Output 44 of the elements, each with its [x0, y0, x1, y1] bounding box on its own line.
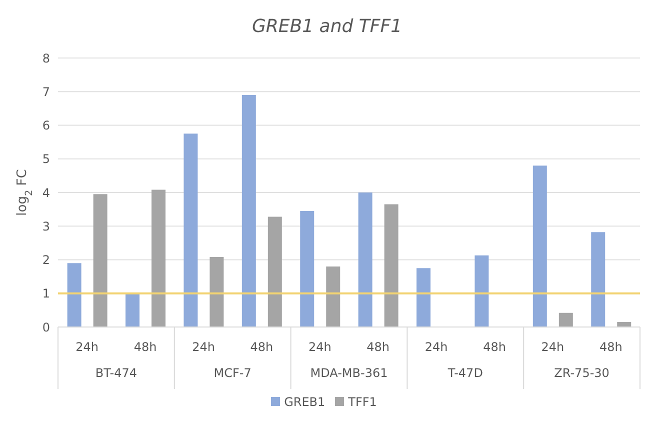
chart-title: GREB1 and TFF1 [250, 16, 404, 37]
x-tick-label: 48h [134, 340, 157, 354]
legend-label: TFF1 [348, 395, 377, 409]
x-tick-label: 24h [424, 340, 448, 354]
bar [126, 294, 140, 327]
x-tick-label: 24h [308, 340, 332, 354]
bar [184, 134, 198, 327]
x-tick-label: 24h [76, 340, 99, 354]
bar [384, 204, 398, 327]
bar [558, 312, 573, 327]
text: T-47D [446, 366, 483, 380]
text: MDA-MB-361 [310, 366, 388, 380]
y-tick-label: 3 [42, 219, 50, 234]
y-tick-label: 5 [42, 152, 50, 166]
y-tick-label: 6 [42, 118, 50, 133]
y-tick-label: 2 [42, 253, 50, 268]
text: MCF-7 [214, 366, 252, 380]
y-tick-label: 1 [42, 286, 50, 301]
x-tick-label: 48h [366, 340, 390, 354]
bar [152, 190, 166, 327]
bar [416, 268, 431, 327]
x-tick-label: 24h [541, 340, 564, 354]
bar [300, 210, 314, 327]
y-tick-label: 7 [42, 84, 50, 99]
bar [474, 255, 489, 327]
y-tick-label: 0 [42, 320, 50, 334]
bar [591, 232, 606, 327]
legend-label: GREB1 [284, 395, 326, 409]
bar [210, 257, 224, 327]
text: ZR-75-30 [554, 366, 610, 380]
bar [268, 216, 282, 327]
y-tick-label: 8 [42, 51, 50, 66]
bar [326, 266, 340, 327]
bar [358, 192, 372, 327]
text: BT-474 [95, 366, 138, 380]
bar [67, 263, 82, 327]
bar [93, 194, 108, 327]
x-tick-label: 48h [250, 340, 274, 354]
bar [532, 166, 547, 327]
x-tick-label: 48h [599, 340, 622, 354]
y-tick-label: 4 [42, 186, 50, 200]
x-tick-label: 48h [483, 340, 506, 354]
x-tick-label: 24h [192, 340, 215, 354]
bar [242, 94, 256, 327]
